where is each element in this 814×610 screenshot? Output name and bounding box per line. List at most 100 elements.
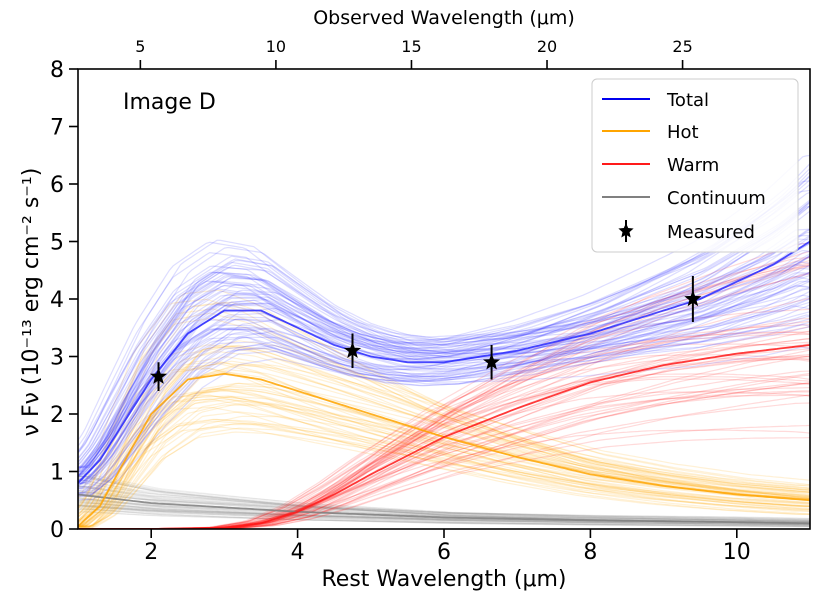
realization-hot [78, 363, 810, 523]
realization-total [78, 238, 810, 459]
realization-continuum [78, 504, 810, 526]
y-tick-label: 2 [50, 403, 64, 428]
realization-continuum [78, 499, 810, 522]
realization-hot [78, 356, 810, 527]
realization-total [78, 210, 810, 487]
realization-total [78, 254, 810, 489]
realization-total [78, 284, 810, 475]
realization-hot [78, 415, 810, 528]
realization-hot [78, 395, 810, 527]
legend-box [591, 78, 799, 253]
realization-total [78, 288, 810, 480]
panel-label: Image D [123, 90, 216, 115]
realization-total [78, 280, 810, 477]
realization-continuum [78, 494, 810, 519]
realization-hot [78, 312, 810, 506]
realization-total [78, 191, 810, 477]
realization-continuum [78, 481, 810, 523]
realization-hot [78, 301, 810, 524]
realization-continuum [78, 485, 810, 522]
realization-total [78, 241, 810, 441]
legend-label-continuum: Continuum [667, 188, 766, 209]
realization-hot [78, 345, 810, 527]
realization-total [78, 242, 810, 478]
realization-total [78, 259, 810, 469]
y-axis-title: ν Fν (10⁻¹³ erg cm⁻² s⁻¹) [19, 168, 44, 437]
x-tick-label: 10 [723, 540, 751, 565]
y-tick-label: 1 [50, 461, 64, 486]
realization-total [78, 280, 810, 452]
realization-total [78, 236, 810, 495]
realization-hot [78, 344, 810, 510]
axes-layer: 2 4 6 8 10 0 1 2 3 4 5 6 7 8 5 10 15 20 25 [50, 37, 751, 565]
realization-hot [78, 427, 810, 528]
realization-total [78, 303, 810, 469]
realization-total [78, 261, 810, 469]
realization-total [78, 183, 810, 482]
band-hot [78, 289, 810, 528]
legend-label-total: Total [666, 90, 709, 111]
realization-total [78, 271, 810, 485]
measured-point-1 [150, 367, 168, 384]
realization-total [78, 228, 810, 481]
realization-total [78, 242, 810, 473]
realization-hot [78, 388, 810, 521]
y-tick-label: 8 [50, 58, 64, 83]
realization-total [78, 276, 810, 473]
realization-total [78, 201, 810, 484]
band-total [78, 154, 810, 501]
realization-total [78, 264, 810, 469]
realization-continuum [78, 501, 810, 525]
realization-hot [78, 418, 810, 523]
measured-point-3 [483, 353, 501, 370]
measured-point-2 [343, 341, 362, 358]
realization-hot [78, 411, 810, 528]
legend-label-measured: Measured [667, 222, 755, 243]
realization-total [78, 288, 810, 466]
realization-hot [78, 351, 810, 521]
realization-continuum [78, 478, 810, 523]
legend-label-warm: Warm [667, 155, 719, 176]
realization-continuum [78, 476, 810, 523]
realization-total [78, 304, 810, 484]
realization-hot [78, 426, 810, 524]
realization-total [78, 242, 810, 481]
legend-label-hot: Hot [667, 122, 699, 143]
realization-continuum [78, 510, 810, 527]
realization-total [78, 271, 810, 473]
realization-total [78, 280, 810, 477]
measured-points-layer [150, 276, 702, 391]
x-tick-label: 6 [437, 540, 451, 565]
series-line-total [78, 240, 810, 484]
realization-continuum [78, 504, 810, 527]
realization-continuum [78, 491, 810, 520]
realization-total [78, 251, 810, 447]
realization-total [78, 231, 810, 477]
realization-total [78, 285, 810, 472]
y-tick-label: 4 [50, 288, 64, 313]
realization-continuum [78, 511, 810, 526]
realization-hot [78, 317, 810, 508]
realization-hot [78, 385, 810, 528]
realization-continuum [78, 505, 810, 526]
realization-continuum [78, 496, 810, 525]
top-x-tick-label: 20 [537, 37, 557, 56]
realization-continuum [78, 500, 810, 526]
realization-total [78, 167, 810, 494]
realization-total [78, 163, 810, 495]
realization-total [78, 280, 810, 460]
realization-hot [78, 360, 810, 527]
realization-total [78, 251, 810, 487]
realization-hot [78, 367, 810, 512]
realization-hot [78, 362, 810, 523]
realization-hot [78, 404, 810, 528]
realization-continuum [78, 497, 810, 526]
realization-total [78, 290, 810, 489]
series-line-continuum [78, 493, 810, 525]
realization-total [78, 179, 810, 485]
realization-total [78, 273, 810, 478]
realization-total [78, 180, 810, 477]
realization-total [78, 267, 810, 463]
realization-hot [78, 367, 810, 512]
